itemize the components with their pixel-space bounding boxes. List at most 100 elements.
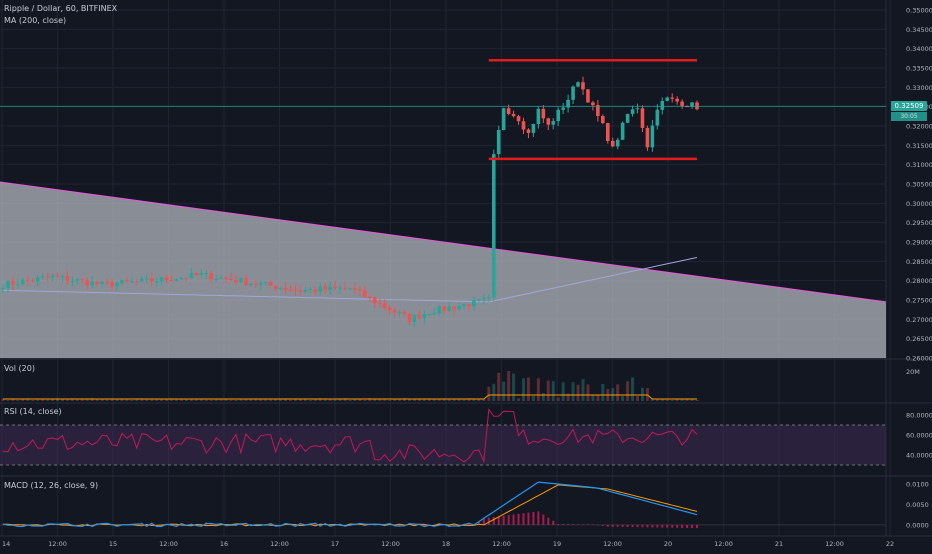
- volume-bar: [378, 399, 382, 401]
- candle-body: [442, 306, 446, 311]
- volume-bar: [393, 398, 397, 401]
- macd-hist-bar: [512, 514, 515, 525]
- macd-hist-bar: [279, 524, 282, 526]
- macd-hist-bar: [656, 524, 659, 528]
- candle-body: [293, 289, 298, 291]
- price-tick-label: 0.30000: [906, 200, 932, 208]
- candle-body: [368, 296, 372, 298]
- volume-bar: [536, 378, 540, 401]
- time-tick-label: 12:00: [48, 540, 67, 548]
- candle-body: [130, 281, 134, 283]
- macd-hist-bar: [631, 524, 634, 528]
- price-tick-label: 0.33000: [906, 84, 932, 92]
- volume-bar: [323, 398, 327, 401]
- volume-bar: [596, 394, 600, 401]
- macd-hist-bar: [344, 524, 347, 526]
- symbol-title: Ripple / Dollar, 60, BITFINEX: [4, 4, 118, 13]
- candle-body: [467, 304, 471, 307]
- candle-body: [6, 280, 10, 289]
- volume-bar: [105, 399, 109, 401]
- volume-bar: [26, 398, 30, 401]
- candle-body: [407, 314, 412, 323]
- volume-bar: [284, 398, 288, 401]
- vol-tick-label: 20M: [906, 368, 920, 376]
- volume-bar: [234, 399, 238, 401]
- ma-legend: MA (200, close): [4, 16, 67, 25]
- volume-bar: [308, 399, 312, 401]
- macd-hist-bar: [76, 524, 79, 526]
- volume-bar: [130, 399, 134, 401]
- macd-hist-bar: [577, 524, 580, 525]
- volume-bar: [214, 398, 218, 401]
- candle-body: [457, 306, 461, 310]
- volume-bar: [333, 399, 337, 401]
- candle-body: [189, 272, 194, 279]
- candle-body: [35, 277, 40, 282]
- volume-bar: [670, 399, 674, 401]
- volume-bar: [219, 398, 223, 401]
- macd-hist-bar: [497, 516, 500, 525]
- volume-bar: [388, 399, 392, 401]
- volume-bar: [70, 398, 74, 401]
- volume-bar: [1, 398, 5, 401]
- volume-bar: [472, 398, 476, 401]
- macd-hist-bar: [353, 524, 356, 526]
- volume-bar: [224, 399, 228, 401]
- rsi-tick-label: 60.0000: [906, 432, 932, 440]
- candle-body: [655, 109, 660, 126]
- candle-body: [546, 118, 551, 125]
- candle-body: [1, 288, 5, 290]
- candle-body: [645, 127, 650, 148]
- wedge-trendline: [0, 181, 887, 303]
- rsi-band: [0, 425, 886, 465]
- candle-body: [576, 82, 580, 87]
- macd-hist-bar: [448, 524, 451, 527]
- candle-body: [159, 277, 164, 282]
- candle-body: [273, 285, 278, 289]
- macd-hist-bar: [696, 524, 698, 529]
- candle-body: [303, 289, 308, 292]
- volume-bar: [437, 399, 441, 401]
- volume-bar: [199, 398, 203, 401]
- vol-legend: Vol (20): [4, 364, 35, 373]
- candle-body: [417, 315, 422, 319]
- candle-body: [244, 278, 248, 285]
- macd-hist-bar: [606, 524, 609, 527]
- candle-body: [372, 297, 377, 304]
- candle-body: [16, 284, 20, 286]
- candle-body: [154, 281, 159, 283]
- volume-bar: [675, 398, 679, 401]
- candle-body: [204, 273, 209, 275]
- price-tick-label: 0.27500: [906, 297, 932, 305]
- candle-body: [531, 124, 536, 133]
- candle-body: [487, 297, 491, 299]
- candle-body: [70, 280, 75, 282]
- volume-bar: [492, 383, 496, 401]
- candle-body: [625, 113, 630, 123]
- candle-body: [149, 278, 154, 282]
- time-tick-label: 19: [553, 540, 561, 548]
- candle-body: [179, 277, 184, 280]
- macd-hist-bar: [537, 511, 540, 525]
- volume-bar: [363, 399, 367, 401]
- macd-hist-bar: [532, 511, 535, 525]
- candle-body: [491, 154, 496, 298]
- candle-body: [30, 280, 35, 282]
- volume-bar: [566, 393, 570, 401]
- macd-line: [2, 481, 698, 528]
- candle-body: [45, 276, 50, 278]
- candle-body: [224, 277, 228, 279]
- volume-bar: [204, 399, 208, 401]
- candle-body: [184, 277, 189, 279]
- candle-body: [640, 108, 645, 128]
- candle-body: [358, 289, 362, 291]
- time-tick-label: 22: [886, 540, 894, 548]
- volume-bar: [264, 399, 268, 401]
- candle-body: [258, 283, 263, 285]
- macd-hist-bar: [621, 524, 624, 527]
- volume-bar: [298, 398, 302, 401]
- volume-bar: [150, 398, 154, 401]
- candle-body: [194, 272, 199, 276]
